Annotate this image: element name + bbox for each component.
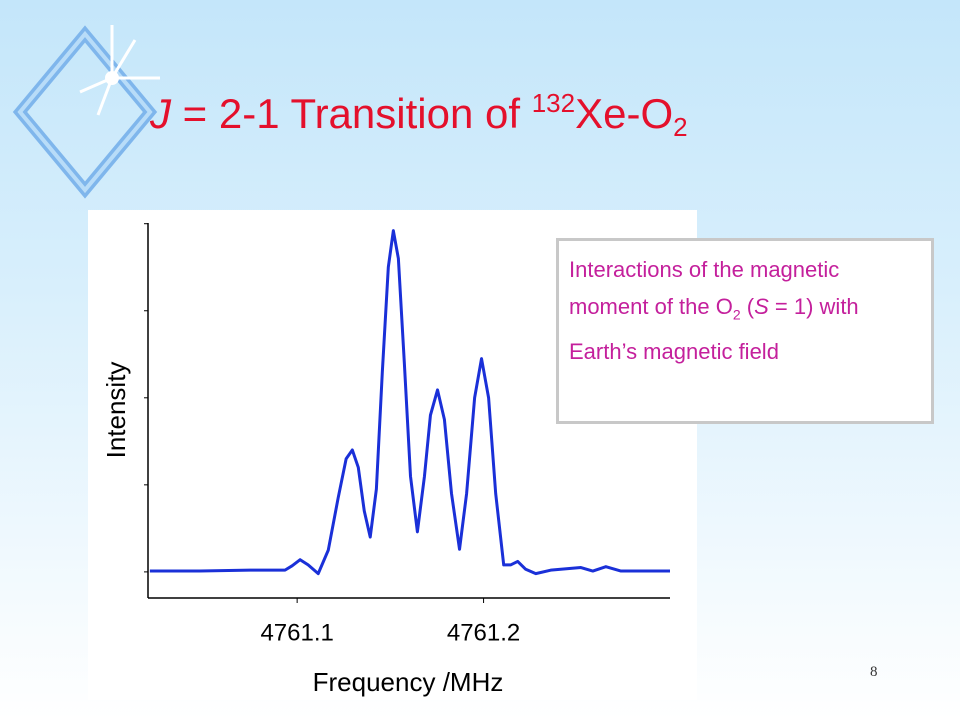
spectrum-line: [149, 229, 670, 576]
annotation-part: S: [754, 294, 769, 319]
title-part: 2: [673, 112, 688, 142]
page-number: 8: [870, 664, 878, 680]
x-tick-label: 4761.1: [260, 619, 333, 646]
x-tick-label: 4761.2: [447, 619, 520, 646]
slide-title: J = 2-1 Transition of 132Xe-O2: [150, 88, 688, 143]
y-axis-label: Intensity: [101, 362, 131, 459]
title-part: Xe-O: [575, 90, 674, 137]
logo: [12, 25, 160, 199]
title-part: 132: [531, 88, 576, 118]
annotation-part: 2: [732, 306, 741, 323]
annotation-part: Interactions of the magnetic moment of t…: [569, 257, 846, 319]
title-part: J: [150, 90, 171, 137]
chart: Intensity Frequency /MHz 4761.1 4761.2: [88, 210, 697, 700]
title-part: = 2-1 Transition of: [171, 90, 532, 137]
annotation-part: = 1) with Earth’s magnetic field: [569, 294, 865, 365]
annotation-part: (: [740, 294, 755, 319]
x-axis-label: Frequency /MHz: [313, 667, 504, 697]
annotation: Interactions of the magnetic moment of t…: [556, 238, 934, 424]
